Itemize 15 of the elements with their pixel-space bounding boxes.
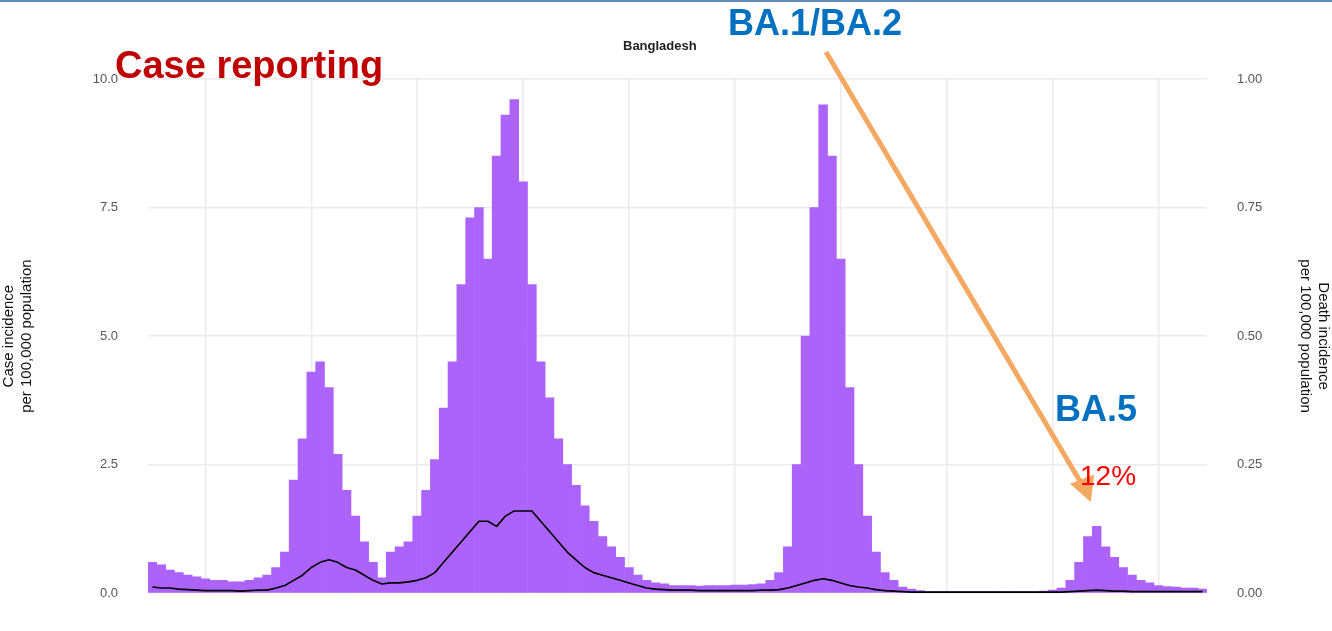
y2-tick-label: 0.75: [1237, 199, 1263, 215]
y2-tick-label: 0.25: [1237, 456, 1263, 472]
y-axis-title: Case incidence per 100,000 population: [0, 259, 35, 413]
y2-axis-title: Death incidence per 100,000 population: [1297, 259, 1332, 413]
annotation: 12%: [1080, 460, 1137, 492]
y-tick-label: 2.5: [99, 456, 118, 472]
y-tick-label: 0.0: [99, 584, 118, 600]
y2-tick-label: 0.00: [1237, 584, 1263, 600]
text: BA.1/BA.2: [728, 2, 903, 44]
y2-tick-label: 0.50: [1237, 327, 1263, 343]
y-tick-label: 5.0: [99, 327, 118, 343]
y-tick-label: 7.5: [99, 199, 118, 215]
chart-title: Bangladesh: [623, 38, 697, 53]
y2-tick-label: 1.00: [1237, 70, 1263, 86]
annotation: BA.5: [1055, 388, 1138, 430]
